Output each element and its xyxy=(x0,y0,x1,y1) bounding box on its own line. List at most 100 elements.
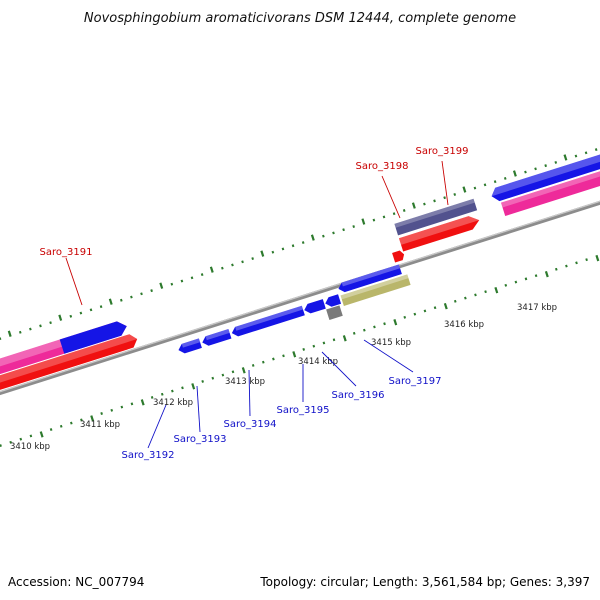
minor-tick xyxy=(180,279,184,283)
minor-tick xyxy=(464,296,467,300)
minor-tick xyxy=(423,309,427,313)
minor-tick xyxy=(29,434,33,438)
major-tick xyxy=(140,399,145,406)
gene-block-minus[interactable] xyxy=(174,263,413,366)
gene-gray-feature[interactable] xyxy=(326,305,343,321)
gene-feature-highlight xyxy=(340,274,409,300)
major-tick xyxy=(292,351,297,358)
gene-feature-highlight xyxy=(341,264,401,287)
minor-tick xyxy=(190,276,194,280)
gene-saro-3194[interactable] xyxy=(230,305,305,338)
minor-tick xyxy=(322,234,325,238)
minor-tick xyxy=(392,212,396,216)
minor-tick xyxy=(9,440,13,444)
gene-feature-red-left[interactable] xyxy=(0,332,139,411)
minor-tick xyxy=(69,314,73,318)
minor-tick xyxy=(140,292,143,296)
leader-line xyxy=(248,369,251,417)
minor-tick xyxy=(594,148,598,152)
major-tick xyxy=(512,170,517,177)
minor-tick xyxy=(221,266,224,270)
gene-label-saro-3199[interactable]: Saro_3199 xyxy=(416,146,469,157)
minor-tick xyxy=(251,363,255,367)
gene-label-saro-3194[interactable]: Saro_3194 xyxy=(224,419,277,430)
topology-text: Topology: circular; Length: 3,561,584 bp… xyxy=(259,575,590,589)
kbp-label: 3417 kbp xyxy=(517,303,557,313)
gene-label-saro-3197[interactable]: Saro_3197 xyxy=(389,376,442,387)
minor-tick xyxy=(443,196,446,200)
minor-tick xyxy=(150,396,154,399)
major-tick xyxy=(260,250,265,257)
minor-tick xyxy=(312,344,316,348)
kbp-label: 3415 kbp xyxy=(371,338,411,348)
minor-tick xyxy=(402,209,406,212)
gene-block-right[interactable] xyxy=(489,151,600,218)
major-tick xyxy=(90,415,95,422)
minor-tick xyxy=(110,408,114,412)
gene-label-saro-3198[interactable]: Saro_3198 xyxy=(356,161,409,172)
gene-saro-3192[interactable] xyxy=(177,338,202,354)
minor-tick xyxy=(332,338,336,342)
kbp-label: 3416 kbp xyxy=(444,320,484,330)
gene-label-saro-3196[interactable]: Saro_3196 xyxy=(332,390,385,401)
minor-tick xyxy=(332,231,335,235)
gene-saro-3195[interactable] xyxy=(303,299,326,315)
minor-tick xyxy=(565,264,568,268)
minor-tick xyxy=(261,360,265,364)
minor-tick xyxy=(181,386,184,390)
minor-tick xyxy=(433,199,436,203)
minor-tick xyxy=(119,298,123,302)
gene-label-saro-3193[interactable]: Saro_3193 xyxy=(174,434,227,445)
minor-tick xyxy=(554,267,558,271)
gene-saro-3196[interactable] xyxy=(324,294,342,308)
gene-block-plus-right[interactable] xyxy=(384,198,485,263)
leader-line xyxy=(381,175,401,219)
minor-tick xyxy=(413,312,417,316)
gene-feature-highlight xyxy=(181,338,201,348)
minor-tick xyxy=(211,376,215,380)
gene-saro-3197[interactable] xyxy=(340,274,411,307)
minor-tick xyxy=(453,299,457,303)
gene-saro-3198[interactable] xyxy=(392,250,406,263)
major-tick xyxy=(544,270,549,278)
genome-backbone-highlight xyxy=(0,145,600,449)
major-tick xyxy=(342,335,347,342)
gene-feature-magenta-right[interactable] xyxy=(500,166,600,217)
gene-feature-blue-left[interactable] xyxy=(59,319,129,354)
minor-tick xyxy=(382,215,386,219)
gene-label-saro-3195[interactable]: Saro_3195 xyxy=(277,405,330,416)
minor-tick xyxy=(493,180,497,184)
gene-saro-3199[interactable] xyxy=(398,213,481,252)
minor-tick xyxy=(0,444,2,447)
minor-tick xyxy=(554,160,558,164)
gene-saro-3193[interactable] xyxy=(201,329,232,347)
gene-block-left[interactable] xyxy=(0,317,139,411)
upper-tick-track xyxy=(0,148,598,341)
major-tick xyxy=(241,367,246,374)
major-tick xyxy=(191,383,196,390)
minor-tick xyxy=(89,308,93,312)
minor-tick xyxy=(585,258,588,262)
minor-tick xyxy=(120,405,124,409)
minor-tick xyxy=(18,330,22,334)
major-tick xyxy=(494,286,499,294)
minor-tick xyxy=(403,315,407,319)
minor-tick xyxy=(514,280,518,284)
gene-label-saro-3192[interactable]: Saro_3192 xyxy=(122,450,175,461)
minor-tick xyxy=(534,167,537,171)
minor-tick xyxy=(433,306,437,310)
gene-label-saro-3191[interactable]: Saro_3191 xyxy=(40,247,93,258)
minor-tick xyxy=(372,218,376,222)
minor-tick xyxy=(473,186,477,190)
gene-feature-blue-right[interactable] xyxy=(489,151,600,202)
gene-feature-highlight xyxy=(398,216,480,245)
gene-saro-3196b[interactable] xyxy=(337,264,402,293)
minor-tick xyxy=(301,241,305,244)
minor-tick xyxy=(39,324,42,328)
minor-tick xyxy=(524,277,528,281)
gene-saro-3199-slate[interactable] xyxy=(394,198,478,236)
minor-tick xyxy=(544,164,547,168)
minor-tick xyxy=(271,250,275,254)
gene-feature-highlight xyxy=(205,329,230,341)
kbp-label: 3411 kbp xyxy=(80,420,120,430)
